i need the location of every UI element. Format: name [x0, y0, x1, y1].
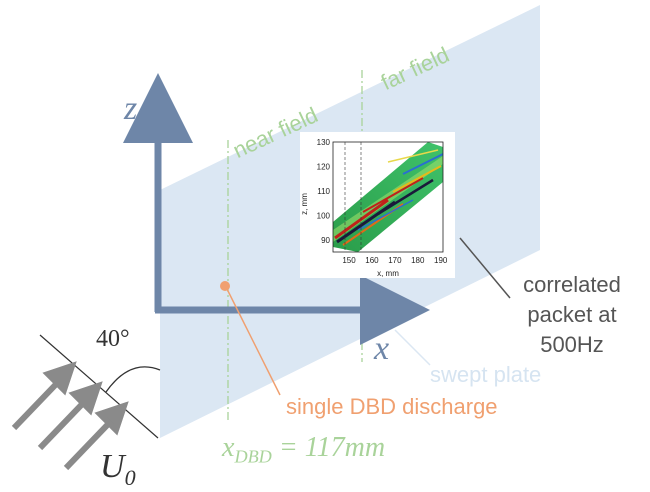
z-axis-label: z [124, 90, 138, 127]
correlated-line-2: packet at [527, 302, 617, 327]
single-dbd-label: single DBD discharge [286, 394, 498, 419]
inset-plot: 90 100 110 120 130 150 160 170 180 190 z, mm x, … [300, 132, 455, 278]
inset-y-ticks: 90 100 110 120 130 [317, 138, 331, 245]
correlated-line-3: 500Hz [540, 332, 604, 357]
inset-x-tick-label: 190 [434, 256, 448, 265]
inset-y-tick-label: 120 [317, 162, 331, 171]
inset-x-axis-label: x, mm [377, 269, 399, 278]
dbd-discharge-marker [220, 281, 230, 291]
swept-plate-label: swept plate [430, 362, 542, 387]
plate-leader-line [394, 329, 431, 366]
inset-x-ticks: 150 160 170 180 190 [342, 256, 448, 265]
xdbd-equation-text: xDBD = 117mm [222, 432, 386, 467]
inset-x-tick-label: 150 [342, 256, 356, 265]
inset-y-tick-label: 90 [321, 236, 330, 245]
u0-text: U0 [100, 448, 136, 490]
inset-y-axis-label: z, mm [300, 193, 309, 215]
freestream-arrows [11, 361, 129, 471]
inset-x-tick-label: 170 [388, 256, 402, 265]
inset-x-tick-label: 160 [365, 256, 379, 265]
inset-y-tick-label: 100 [317, 211, 331, 220]
xdbd-equation: xDBD = 117mm [222, 432, 385, 468]
angle-label: 40° [96, 326, 130, 352]
u0-label: U0 [100, 448, 136, 491]
correlated-line-1: correlated [523, 272, 621, 297]
inset-y-tick-label: 110 [317, 187, 330, 196]
correlated-leader-line [459, 237, 511, 299]
dbd-leader-line [225, 286, 281, 396]
angle-arc [105, 366, 161, 393]
correlated-packet-label: correlated packet at 500Hz [512, 270, 632, 360]
inset-x-tick-label: 180 [411, 256, 425, 265]
inset-y-tick-label: 130 [317, 138, 331, 147]
x-axis-label: x [374, 330, 390, 367]
